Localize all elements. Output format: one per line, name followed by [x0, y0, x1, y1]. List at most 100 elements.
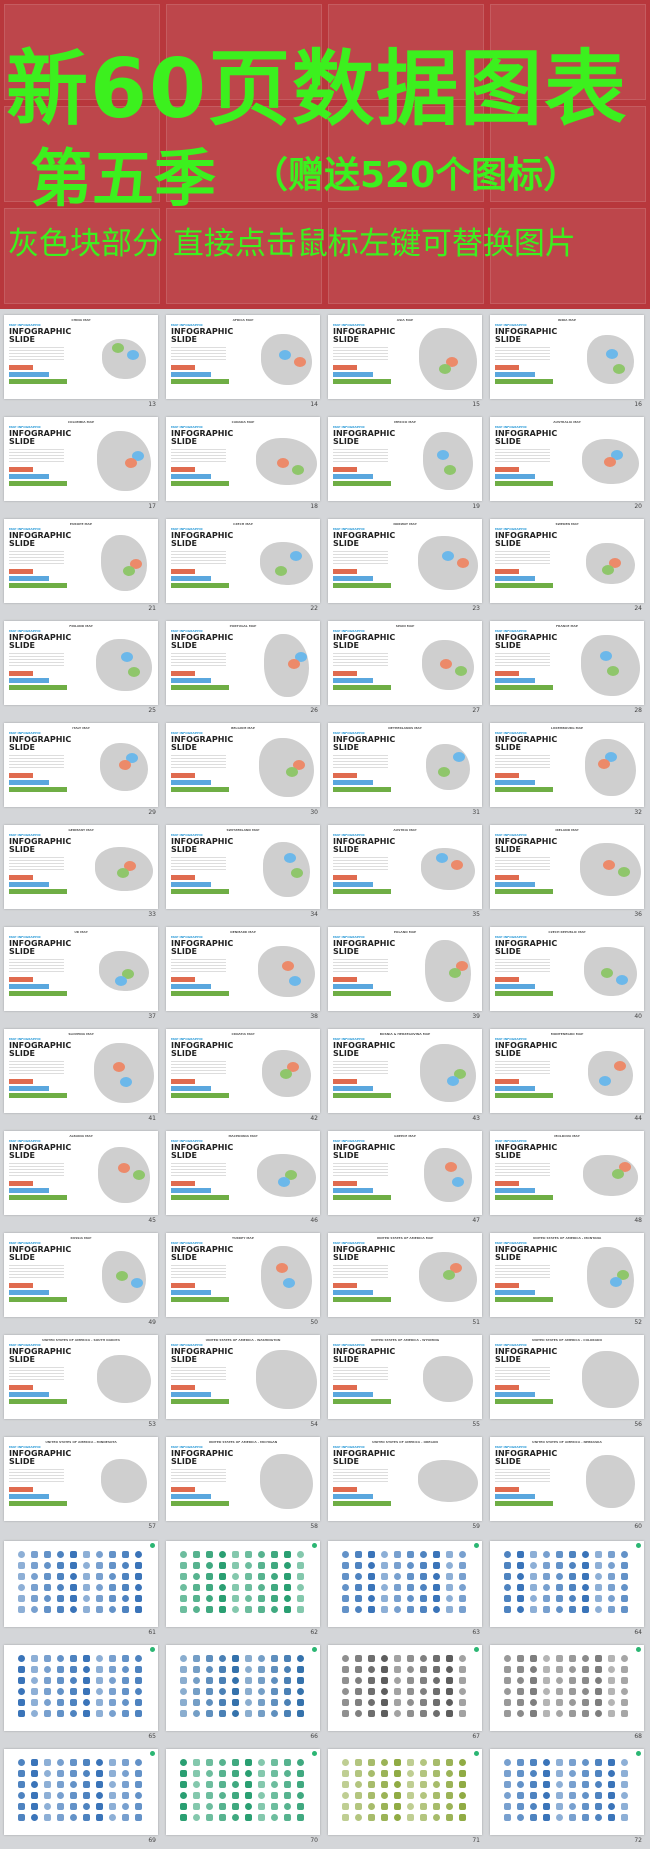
slide-thumbnail: GREECE MAP MAP INFOGRAPHIC INFOGRAPHIC SLID… — [328, 1131, 482, 1227]
icon-glyph — [31, 1606, 38, 1613]
slide-title: CANADA MAP — [231, 420, 255, 424]
slide-thumbnail: UNITED STATES OF AMERICA - WYOMING MAP IN… — [328, 1335, 482, 1431]
icon-glyph — [122, 1699, 129, 1706]
icon-glyph — [517, 1595, 524, 1602]
map-region — [604, 457, 616, 467]
icon-glyph — [245, 1606, 252, 1613]
slide-label: MAP INFOGRAPHIC — [495, 935, 527, 939]
icon-glyph — [193, 1666, 200, 1673]
map-region — [601, 968, 613, 978]
slide-heading-line: SLIDE — [333, 1151, 359, 1160]
slide-card — [166, 1749, 320, 1835]
icon-glyph — [355, 1770, 362, 1777]
slide-thumbnail: COLOMBIA MAP MAP INFOGRAPHIC INFOGRAPHIC SL… — [4, 417, 158, 513]
icon-glyph — [420, 1595, 427, 1602]
map-region — [456, 961, 468, 971]
icon-glyph — [258, 1803, 265, 1810]
map-region — [282, 961, 294, 971]
icon-glyph — [206, 1792, 213, 1799]
slide-heading-line: INFOGRAPHIC — [171, 1041, 234, 1050]
icon-glyph — [109, 1710, 116, 1717]
icon-glyph — [122, 1814, 129, 1821]
icon-glyph — [44, 1792, 51, 1799]
icon-glyph — [342, 1573, 349, 1580]
slide-thumbnail: LUXEMBOURG MAP MAP INFOGRAPHIC INFOGRAPHIC… — [490, 723, 644, 819]
icon-glyph — [284, 1770, 291, 1777]
icon-glyph — [206, 1759, 213, 1766]
icon-glyph — [180, 1666, 187, 1673]
icon-glyph — [504, 1699, 511, 1706]
map-shape — [425, 940, 471, 1002]
icon-glyph — [245, 1677, 252, 1684]
slide-thumbnail: DENMARK MAP MAP INFOGRAPHIC INFOGRAPHIC SLI… — [166, 927, 320, 1023]
slide-number: 67 — [472, 1733, 480, 1740]
slide-heading: INFOGRAPHIC SLIDE — [333, 838, 395, 854]
icon-glyph — [459, 1595, 466, 1602]
slide-text-placeholder — [171, 1265, 226, 1279]
icon-glyph — [122, 1573, 129, 1580]
icon-glyph — [18, 1655, 25, 1662]
icon-glyph — [18, 1792, 25, 1799]
icon-glyph — [368, 1573, 375, 1580]
slide-card: CANADA MAP MAP INFOGRAPHIC INFOGRAPHIC SLID… — [166, 417, 320, 501]
slide-title: UNITED STATES OF AMERICA - MICHIGAN — [208, 1440, 278, 1444]
icon-glyph — [258, 1595, 265, 1602]
icon-glyph — [180, 1677, 187, 1684]
slide-label: MAP INFOGRAPHIC — [9, 1241, 41, 1245]
icon-glyph — [368, 1606, 375, 1613]
icon-glyph — [433, 1595, 440, 1602]
icon-glyph — [459, 1584, 466, 1591]
slide-number: 51 — [472, 1319, 480, 1326]
slide-text-placeholder — [171, 551, 226, 565]
slide-text-placeholder — [9, 653, 64, 667]
slide-heading-line: INFOGRAPHIC — [495, 1143, 558, 1152]
slide-bar — [333, 1093, 391, 1098]
slide-heading-line: INFOGRAPHIC — [9, 1041, 72, 1050]
slide-bar — [333, 875, 357, 880]
slide-heading: INFOGRAPHIC SLIDE — [171, 1042, 233, 1058]
slide-heading-line: SLIDE — [171, 743, 197, 752]
icon-glyph — [180, 1688, 187, 1695]
slide-title: ALBANIA MAP — [69, 1134, 93, 1138]
slide-card — [4, 1541, 158, 1627]
icon-glyph — [355, 1814, 362, 1821]
icon-glyph — [193, 1655, 200, 1662]
slide-bar — [495, 1487, 519, 1492]
slide-bar — [333, 372, 373, 377]
icon-glyph — [517, 1573, 524, 1580]
slide-card: CZECH MAP MAP INFOGRAPHIC INFOGRAPHIC SLIDE — [166, 519, 320, 603]
icon-glyph — [135, 1677, 142, 1684]
slide-heading-line: INFOGRAPHIC — [9, 1449, 72, 1458]
icon-glyph — [271, 1781, 278, 1788]
icon-glyph — [394, 1606, 401, 1613]
slide-label: MAP INFOGRAPHIC — [495, 527, 527, 531]
icon-glyph — [180, 1655, 187, 1662]
icon-glyph — [517, 1688, 524, 1695]
icon-glyph — [206, 1688, 213, 1695]
slide-bar — [495, 1399, 553, 1404]
icon-glyph — [621, 1595, 628, 1602]
slide-label: MAP INFOGRAPHIC — [171, 629, 203, 633]
icon-glyph — [245, 1688, 252, 1695]
icon-slide-thumbnail: 68 — [490, 1645, 644, 1743]
slide-heading-line: SLIDE — [333, 743, 359, 752]
slide-card: FRANCE MAP MAP INFOGRAPHIC INFOGRAPHIC SLID… — [490, 621, 644, 705]
icon-glyph — [433, 1688, 440, 1695]
icon-glyph — [83, 1699, 90, 1706]
icon-dot — [636, 1647, 641, 1652]
map-region — [598, 759, 610, 769]
slide-heading-line: INFOGRAPHIC — [9, 735, 72, 744]
icon-glyph — [219, 1710, 226, 1717]
icon-glyph — [420, 1759, 427, 1766]
slide-card — [4, 1749, 158, 1835]
icon-glyph — [135, 1814, 142, 1821]
slide-bar — [9, 1392, 49, 1397]
slide-label: MAP INFOGRAPHIC — [333, 629, 365, 633]
icon-glyph — [459, 1699, 466, 1706]
map-region — [292, 465, 304, 475]
icon-glyph — [57, 1781, 64, 1788]
icon-glyph — [530, 1688, 537, 1695]
icon-glyph — [556, 1655, 563, 1662]
icon-glyph — [517, 1699, 524, 1706]
icon-glyph — [57, 1573, 64, 1580]
